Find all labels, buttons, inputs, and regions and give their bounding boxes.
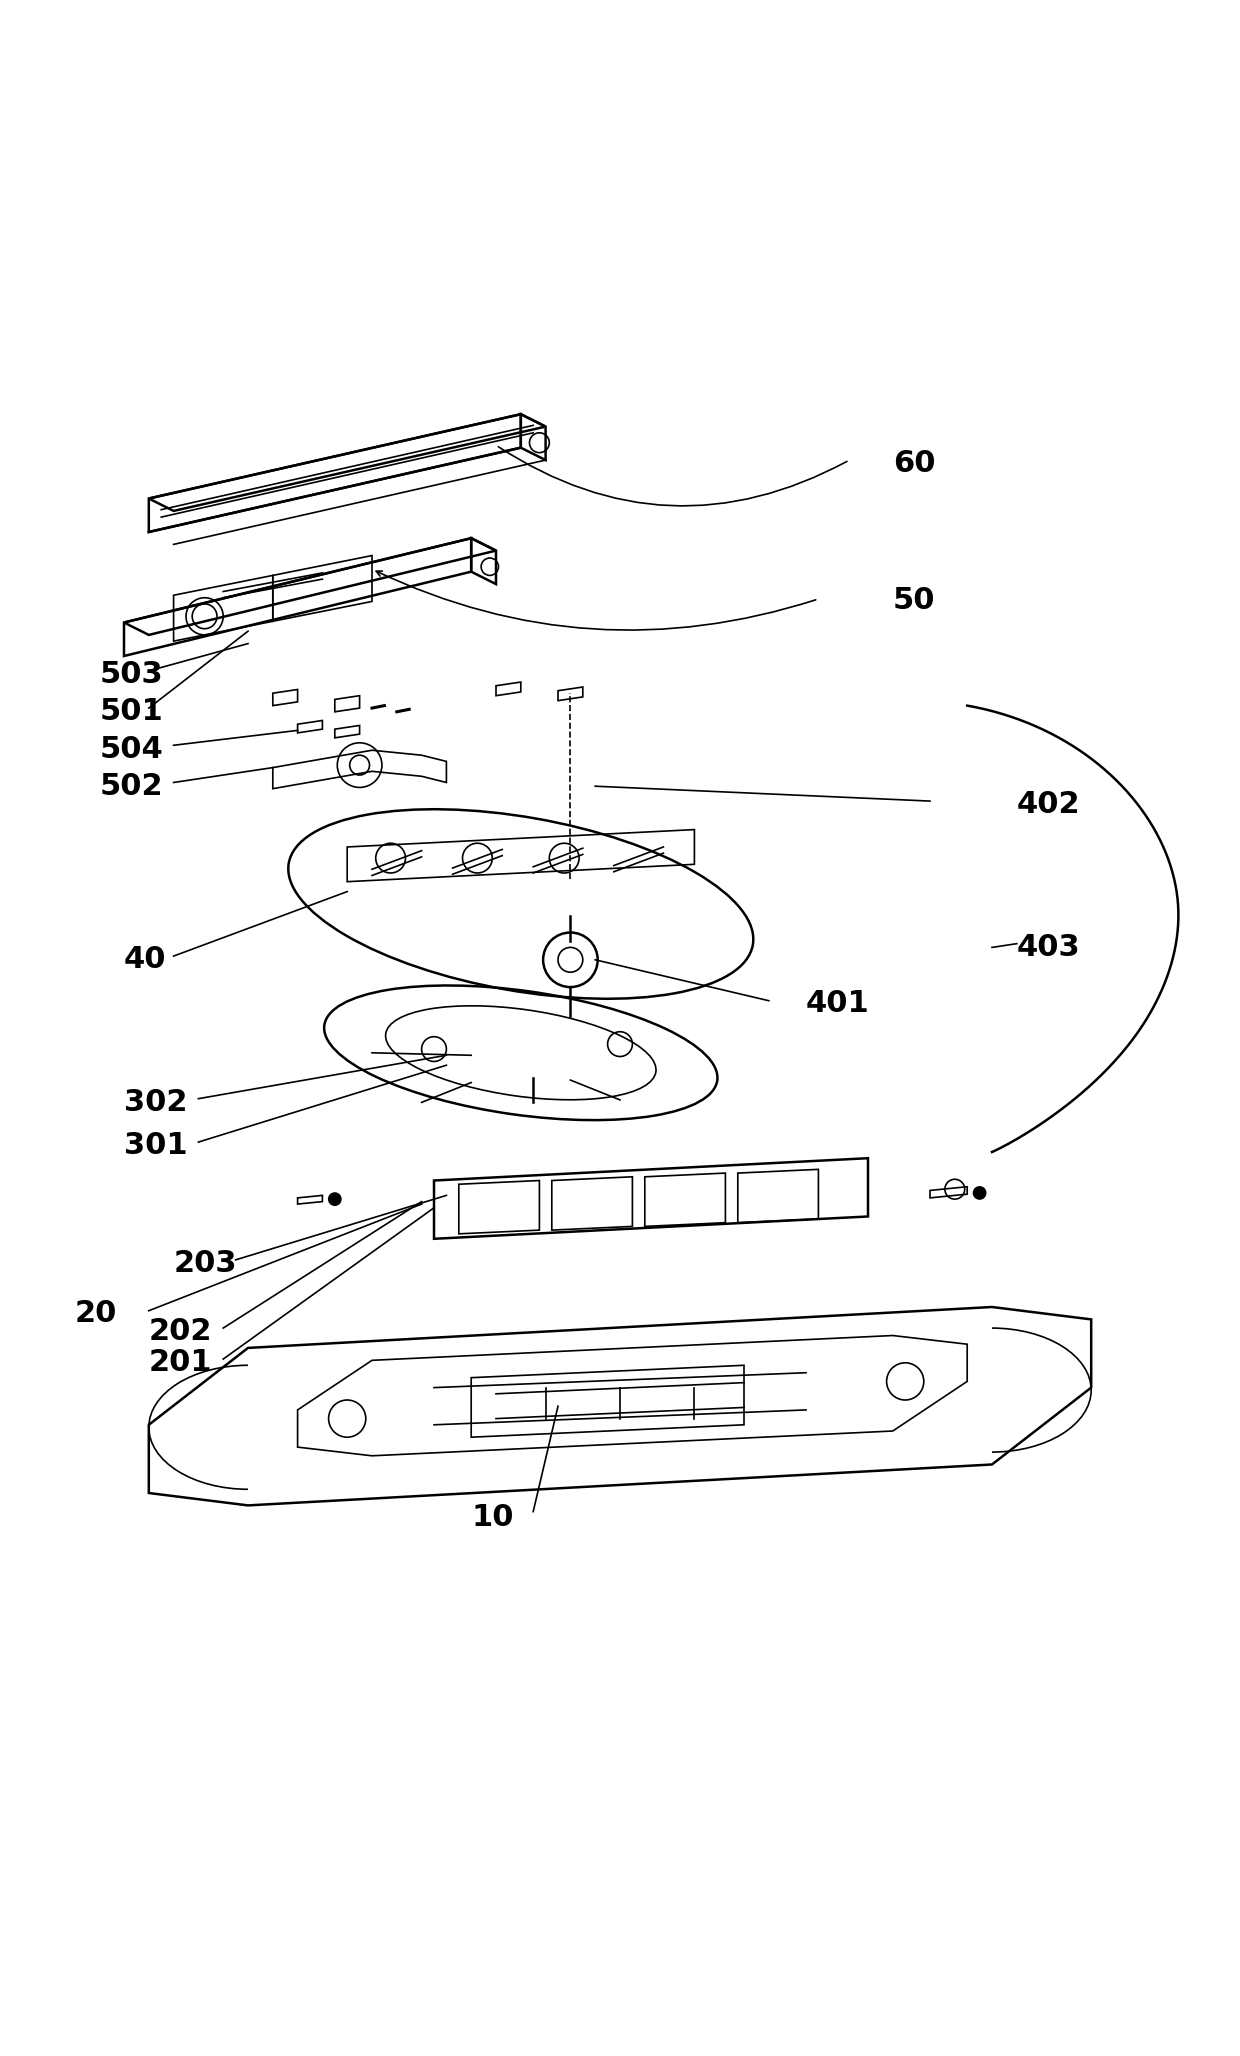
Text: 40: 40 bbox=[124, 946, 166, 975]
Text: 10: 10 bbox=[471, 1503, 513, 1532]
Text: 60: 60 bbox=[893, 450, 935, 479]
Text: 502: 502 bbox=[99, 771, 162, 800]
Text: 20: 20 bbox=[74, 1299, 117, 1328]
Text: 403: 403 bbox=[1017, 933, 1080, 962]
Text: 201: 201 bbox=[149, 1349, 212, 1378]
Text: 302: 302 bbox=[124, 1088, 187, 1116]
Text: 503: 503 bbox=[99, 660, 162, 689]
Text: 501: 501 bbox=[99, 697, 162, 726]
Text: 504: 504 bbox=[99, 734, 162, 763]
Text: 301: 301 bbox=[124, 1131, 187, 1160]
Text: 50: 50 bbox=[893, 586, 935, 615]
Text: 401: 401 bbox=[806, 989, 869, 1018]
Circle shape bbox=[329, 1192, 341, 1205]
Circle shape bbox=[973, 1186, 986, 1199]
Text: 402: 402 bbox=[1017, 790, 1080, 818]
Text: 203: 203 bbox=[174, 1250, 237, 1279]
Text: 202: 202 bbox=[149, 1318, 212, 1347]
